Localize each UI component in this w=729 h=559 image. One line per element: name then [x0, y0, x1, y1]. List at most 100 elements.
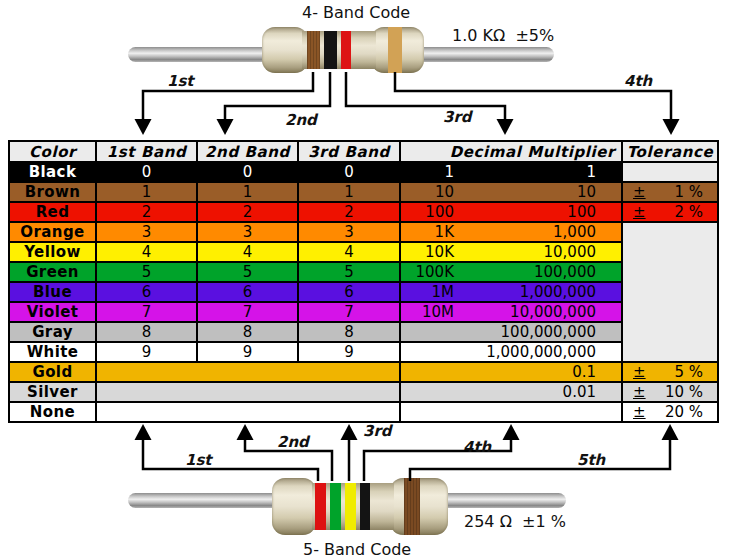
tolerance-value: 20 % [665, 403, 703, 421]
resistor-color-code-chart: 4- Band Code 1.0 KΩ ±5% 5- Band Code 254… [0, 0, 729, 559]
band1-digit: 9 [96, 342, 197, 362]
top-arrow-label-2nd: 2nd [285, 111, 317, 129]
tolerance-cell: ±2 % [622, 202, 718, 222]
multiplier-cell: 1,000,000,000 [400, 342, 622, 362]
multiplier-prefix: 1 [401, 163, 454, 181]
plus-minus: ± [633, 183, 646, 201]
band2-digit: 4 [197, 242, 298, 262]
band2-digit: 0 [197, 162, 298, 182]
band3-digit: 8 [298, 322, 400, 342]
bottom-arrow-label-2nd: 2nd [277, 433, 309, 451]
multiplier-value: 1,000 [553, 223, 596, 241]
color-name-gray: Gray [9, 322, 96, 342]
multiplier-value: 0.1 [572, 363, 596, 381]
bottom-arrow-label-1st: 1st [185, 451, 212, 469]
color-name-white: White [9, 342, 96, 362]
header-1st-band: 1st Band [96, 141, 197, 162]
band2-digit: 6 [197, 282, 298, 302]
multiplier-prefix: 10M [401, 303, 454, 321]
row-gray: Gray888100,000,000 [9, 322, 718, 342]
bands-merged [96, 382, 400, 402]
tolerance-cell: ±5 % [622, 362, 718, 382]
band3-digit: 2 [298, 202, 400, 222]
top-arrow-label-1st: 1st [167, 72, 194, 90]
tolerance-empty-merged [622, 222, 718, 362]
multiplier-cell: 100100 [400, 202, 622, 222]
multiplier-prefix: 1K [401, 223, 454, 241]
bottom-arrow-label-5th: 5th [577, 451, 605, 469]
multiplier-prefix: 1M [401, 283, 454, 301]
band2-digit: 7 [197, 302, 298, 322]
bands-merged [96, 402, 400, 422]
multiplier-cell [400, 402, 622, 422]
multiplier-cell: 10 10 [400, 182, 622, 202]
color-name-green: Green [9, 262, 96, 282]
row-yellow: Yellow44410K10,000 [9, 242, 718, 262]
band3-digit: 4 [298, 242, 400, 262]
band3-digit: 5 [298, 262, 400, 282]
tolerance-cell: ±1 % [622, 182, 718, 202]
color-name-orange: Orange [9, 222, 96, 242]
multiplier-value: 10 [577, 183, 596, 201]
multiplier-cell: 1K 1,000 [400, 222, 622, 242]
bottom-arrow-label-4th: 4th [463, 438, 491, 456]
band1-digit: 3 [96, 222, 197, 242]
color-name-none: None [9, 402, 96, 422]
multiplier-cell: 11 [400, 162, 622, 182]
multiplier-value: 10,000 [544, 243, 597, 261]
header-3rd-band: 3rd Band [298, 141, 400, 162]
band2-digit: 9 [197, 342, 298, 362]
color-name-yellow: Yellow [9, 242, 96, 262]
band2-digit: 8 [197, 322, 298, 342]
band1-digit: 2 [96, 202, 197, 222]
color-name-violet: Violet [9, 302, 96, 322]
row-gold: Gold0.1±5 % [9, 362, 718, 382]
color-name-silver: Silver [9, 382, 96, 402]
band1-digit: 8 [96, 322, 197, 342]
band3-digit: 0 [298, 162, 400, 182]
row-white: White9991,000,000,000 [9, 342, 718, 362]
color-name-blue: Blue [9, 282, 96, 302]
tolerance-value: 2 % [674, 203, 703, 221]
multiplier-prefix: 10 [401, 183, 454, 201]
band1-digit: 7 [96, 302, 197, 322]
header-2nd-band: 2nd Band [197, 141, 298, 162]
band2-digit: 1 [197, 182, 298, 202]
row-blue: Blue6661M1,000,000 [9, 282, 718, 302]
multiplier-cell: 0.01 [400, 382, 622, 402]
multiplier-prefix: 100K [401, 263, 454, 281]
header-decimal-multiplier: Decimal Multiplier [400, 141, 622, 162]
band3-digit: 3 [298, 222, 400, 242]
header-tolerance: Tolerance [622, 141, 718, 162]
row-black: Black00011 [9, 162, 718, 182]
band2-digit: 2 [197, 202, 298, 222]
top-arrow-label-4th: 4th [624, 72, 652, 90]
multiplier-value: 1 [586, 163, 596, 181]
band1-digit: 4 [96, 242, 197, 262]
row-orange: Orange3331K1,000 [9, 222, 718, 242]
multiplier-value: 100,000 [534, 263, 596, 281]
row-green: Green555100K100,000 [9, 262, 718, 282]
multiplier-value: 10,000,000 [510, 303, 596, 321]
color-name-black: Black [9, 162, 96, 182]
tolerance-value: 1 % [674, 183, 703, 201]
row-brown: Brown1111010±1 % [9, 182, 718, 202]
plus-minus: ± [633, 203, 646, 221]
plus-minus: ± [633, 363, 646, 381]
color-name-brown: Brown [9, 182, 96, 202]
band2-digit: 5 [197, 262, 298, 282]
band2-digit: 3 [197, 222, 298, 242]
row-red: Red222100100±2 % [9, 202, 718, 222]
multiplier-value: 1,000,000,000 [486, 343, 596, 361]
tolerance-cell: ±10 % [622, 382, 718, 402]
band1-digit: 1 [96, 182, 197, 202]
multiplier-cell: 0.1 [400, 362, 622, 382]
color-code-table: Color1st Band2nd Band3rd BandDecimal Mul… [8, 140, 719, 423]
multiplier-cell: 100K 100,000 [400, 262, 622, 282]
plus-minus: ± [633, 403, 646, 421]
band1-digit: 5 [96, 262, 197, 282]
band1-digit: 0 [96, 162, 197, 182]
row-none: None ±20 % [9, 402, 718, 422]
bottom-arrow-label-3rd: 3rd [363, 422, 392, 440]
color-code-table-wrap: Color1st Band2nd Band3rd BandDecimal Mul… [8, 140, 719, 423]
